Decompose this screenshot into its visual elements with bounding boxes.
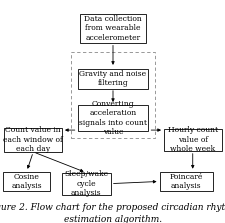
Text: Gravity and noise
filtering: Gravity and noise filtering	[79, 70, 146, 87]
Text: Sleep/wake
cycle
analysis: Sleep/wake cycle analysis	[64, 170, 108, 197]
Bar	[79, 14, 146, 43]
Bar	[77, 69, 148, 89]
Bar	[4, 128, 62, 152]
Text: Data collection
from wearable
accelerometer: Data collection from wearable accelerome…	[84, 15, 141, 42]
Text: Cosine
analysis: Cosine analysis	[11, 173, 42, 190]
Text: Hourly count
value of
whole week: Hourly count value of whole week	[167, 126, 217, 153]
Bar	[163, 129, 220, 151]
Bar	[77, 105, 148, 131]
Bar	[71, 52, 154, 138]
Text: Converting
acceleration
signals into count
value: Converting acceleration signals into cou…	[79, 100, 146, 136]
Text: Poincaré
analysis: Poincaré analysis	[169, 173, 202, 190]
Bar	[62, 173, 110, 194]
Text: Figure 2. Flow chart for the proposed circadian rhythm
estimation algorithm.: Figure 2. Flow chart for the proposed ci…	[0, 203, 225, 223]
Text: Count value in
each window of
each day: Count value in each window of each day	[3, 126, 63, 153]
Bar	[159, 172, 212, 191]
Bar	[3, 172, 50, 191]
